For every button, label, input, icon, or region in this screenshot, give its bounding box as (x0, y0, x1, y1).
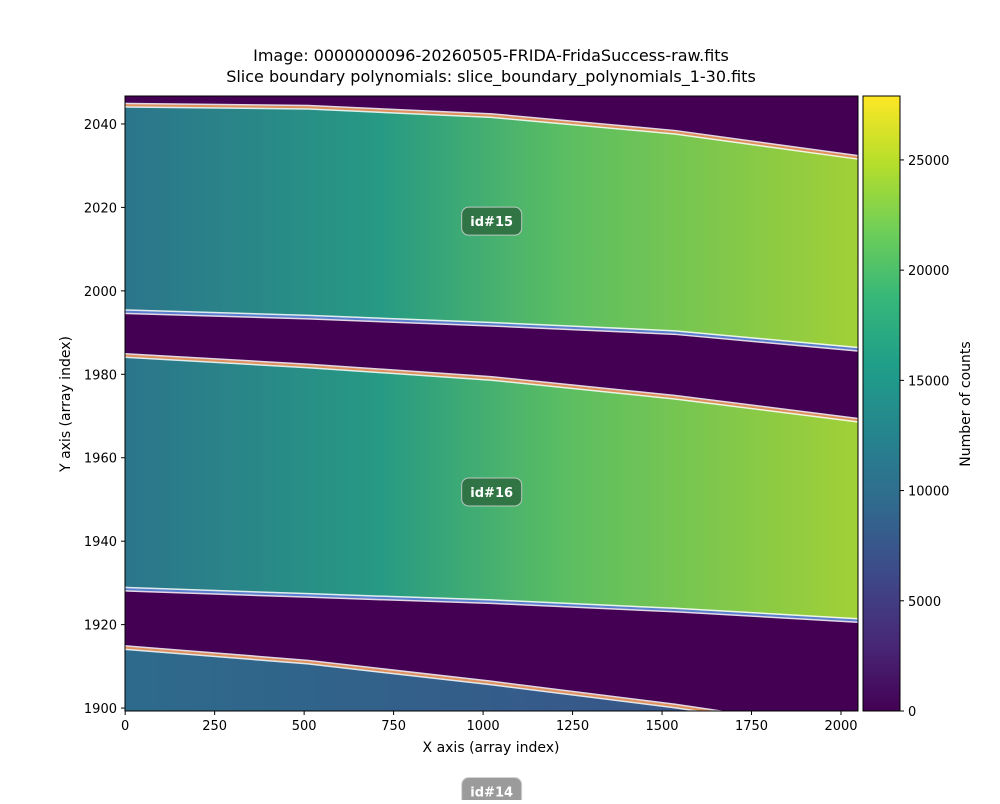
boundary-line (125, 646, 716, 711)
colorbar-tick-label: 15000 (908, 374, 949, 389)
annotation-text: id#14 (470, 786, 513, 800)
colorbar-tick-label: 20000 (908, 264, 949, 279)
y-axis-label: Y axis (array index) (58, 336, 74, 473)
annotation-box (461, 477, 523, 507)
slice-region (125, 647, 709, 711)
x-tick-label: 500 (292, 719, 317, 734)
x-tick-label: 1000 (467, 719, 500, 734)
x-tick-label: 1250 (556, 719, 589, 734)
colorbar-tick-label: 5000 (908, 595, 941, 610)
annotation-box (461, 206, 523, 236)
colorbar-label: Number of counts (958, 341, 974, 466)
y-tick-label: 2040 (84, 118, 117, 133)
annotation-text: id#15 (470, 215, 513, 230)
y-tick-label: 1940 (84, 535, 117, 550)
chart-subtitle: Slice boundary polynomials: slice_bounda… (226, 67, 756, 87)
annotation-text: id#16 (470, 486, 513, 501)
axes-frame (124, 95, 859, 712)
y-tick-label: 1960 (84, 452, 117, 467)
x-tick-label: 2000 (824, 719, 857, 734)
x-tick-label: 0 (121, 719, 129, 734)
x-tick-label: 1750 (735, 719, 768, 734)
boundary-line (125, 354, 858, 422)
annotation-box (461, 777, 523, 804)
chart-title: Image: 0000000096-20260505-FRIDA-FridaSu… (253, 46, 729, 65)
x-tick-label: 250 (202, 719, 227, 734)
boundary-line (125, 588, 858, 622)
colorbar-tick-label: 0 (908, 705, 916, 720)
boundary-line (125, 104, 858, 159)
boundary-line (125, 310, 858, 351)
x-tick-label: 1500 (645, 719, 678, 734)
y-tick-label: 2000 (84, 285, 117, 300)
colorbar-tick-label: 10000 (908, 485, 949, 500)
y-tick-label: 1980 (84, 368, 117, 383)
y-tick-label: 2020 (84, 201, 117, 216)
colorbar-tick-label: 25000 (908, 154, 949, 169)
x-axis-label: X axis (array index) (423, 740, 560, 756)
colorbar (862, 95, 901, 712)
x-tick-label: 750 (381, 719, 406, 734)
y-tick-label: 1900 (84, 702, 117, 717)
y-tick-label: 1920 (84, 619, 117, 634)
